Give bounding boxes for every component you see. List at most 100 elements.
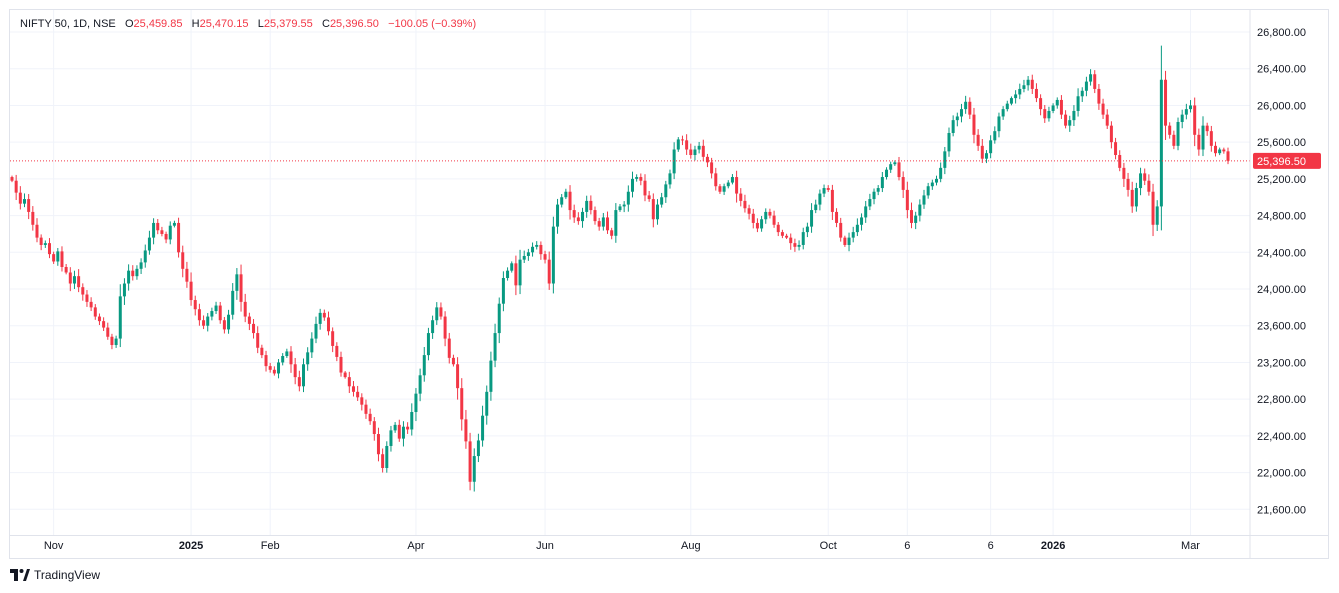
candle bbox=[314, 316, 318, 344]
candle bbox=[347, 371, 351, 394]
candle-body bbox=[322, 312, 326, 318]
candle bbox=[730, 174, 734, 185]
candle bbox=[147, 230, 151, 255]
candle-body bbox=[418, 375, 422, 394]
candle-body bbox=[389, 430, 393, 446]
candle bbox=[1139, 167, 1143, 196]
price-tick-label: 26,400.00 bbox=[1257, 64, 1306, 76]
candle-body bbox=[710, 162, 714, 174]
candle bbox=[1076, 88, 1080, 117]
candle-body bbox=[464, 419, 468, 442]
candle-body bbox=[810, 210, 814, 227]
candle bbox=[56, 247, 60, 266]
candle bbox=[914, 211, 918, 230]
candle bbox=[277, 359, 281, 379]
candle-body bbox=[1105, 114, 1109, 126]
candle bbox=[1105, 109, 1109, 129]
candle-body bbox=[780, 232, 784, 236]
candle bbox=[435, 302, 439, 325]
candle-body bbox=[52, 254, 56, 262]
candle-body bbox=[785, 235, 789, 238]
candle bbox=[622, 201, 626, 213]
candle bbox=[860, 213, 864, 231]
candle bbox=[235, 268, 239, 300]
candle-body bbox=[218, 305, 222, 321]
candle-body bbox=[1189, 105, 1193, 110]
candle bbox=[281, 353, 285, 366]
candle-body bbox=[701, 145, 705, 157]
candle-body bbox=[1022, 85, 1026, 89]
candle-body bbox=[651, 199, 655, 220]
candle-body bbox=[81, 287, 85, 295]
candle-body bbox=[743, 200, 747, 209]
candle-body bbox=[1218, 149, 1222, 154]
candle-body bbox=[531, 246, 535, 253]
candle bbox=[443, 311, 447, 347]
candle bbox=[1009, 96, 1013, 106]
price-tick-label: 22,000.00 bbox=[1257, 468, 1306, 480]
candle bbox=[1001, 106, 1005, 120]
candle-body bbox=[730, 177, 734, 183]
candle-body bbox=[905, 189, 909, 211]
candle bbox=[127, 264, 131, 291]
candle-body bbox=[360, 397, 364, 405]
candle-body bbox=[35, 224, 39, 238]
candle-body bbox=[318, 312, 322, 324]
candle-body bbox=[1001, 109, 1005, 117]
candle-body bbox=[926, 186, 930, 196]
candles bbox=[10, 45, 1230, 492]
candle-body bbox=[160, 230, 164, 234]
candle-body bbox=[1064, 114, 1068, 126]
candle bbox=[976, 129, 980, 151]
candle-body bbox=[385, 445, 389, 468]
candle bbox=[426, 327, 430, 361]
candle bbox=[526, 248, 530, 261]
candle-body bbox=[693, 149, 697, 156]
candle bbox=[910, 202, 914, 229]
candle-body bbox=[1193, 105, 1197, 135]
candle-body bbox=[97, 316, 101, 322]
candle bbox=[131, 265, 135, 281]
candle bbox=[1189, 100, 1193, 113]
candle-body bbox=[801, 232, 805, 245]
candle bbox=[522, 250, 526, 263]
candle bbox=[697, 141, 701, 154]
candle-body bbox=[660, 197, 664, 205]
candle bbox=[639, 173, 643, 186]
candle-body bbox=[277, 362, 281, 374]
candle bbox=[252, 319, 256, 339]
candle-body bbox=[447, 338, 451, 358]
candle bbox=[489, 351, 493, 401]
candle bbox=[1034, 83, 1038, 103]
candle bbox=[1218, 147, 1222, 156]
candle bbox=[293, 357, 297, 385]
candle-body bbox=[143, 250, 147, 263]
candle bbox=[847, 232, 851, 252]
chart-pane[interactable]: 25,396.50 26,800.00 26,400.00 26,000.00 25,… bbox=[9, 9, 1329, 559]
candle bbox=[668, 169, 672, 189]
candle-body bbox=[647, 195, 651, 200]
candle-body bbox=[889, 164, 893, 170]
candle-body bbox=[197, 309, 201, 321]
tradingview-logo[interactable]: TradingView bbox=[10, 568, 100, 582]
candle bbox=[855, 218, 859, 237]
candle bbox=[376, 427, 380, 462]
candle bbox=[1164, 70, 1168, 141]
price-tick-label: 26,000.00 bbox=[1257, 100, 1306, 112]
candle bbox=[364, 399, 368, 419]
price-chart[interactable]: 25,396.50 26,800.00 26,400.00 26,000.00 25,… bbox=[10, 10, 1329, 559]
candle bbox=[1184, 103, 1188, 120]
candle-body bbox=[185, 268, 189, 282]
candle-body bbox=[1147, 180, 1151, 192]
candle-body bbox=[60, 251, 64, 267]
candle-body bbox=[1184, 109, 1188, 115]
candle bbox=[177, 217, 181, 258]
candle-body bbox=[489, 360, 493, 392]
candle bbox=[1134, 182, 1138, 212]
candle-body bbox=[1093, 74, 1097, 89]
candle-body bbox=[235, 274, 239, 291]
candle bbox=[89, 297, 93, 312]
candle-body bbox=[814, 204, 818, 211]
candle-body bbox=[1180, 114, 1184, 122]
candle-body bbox=[972, 114, 976, 135]
